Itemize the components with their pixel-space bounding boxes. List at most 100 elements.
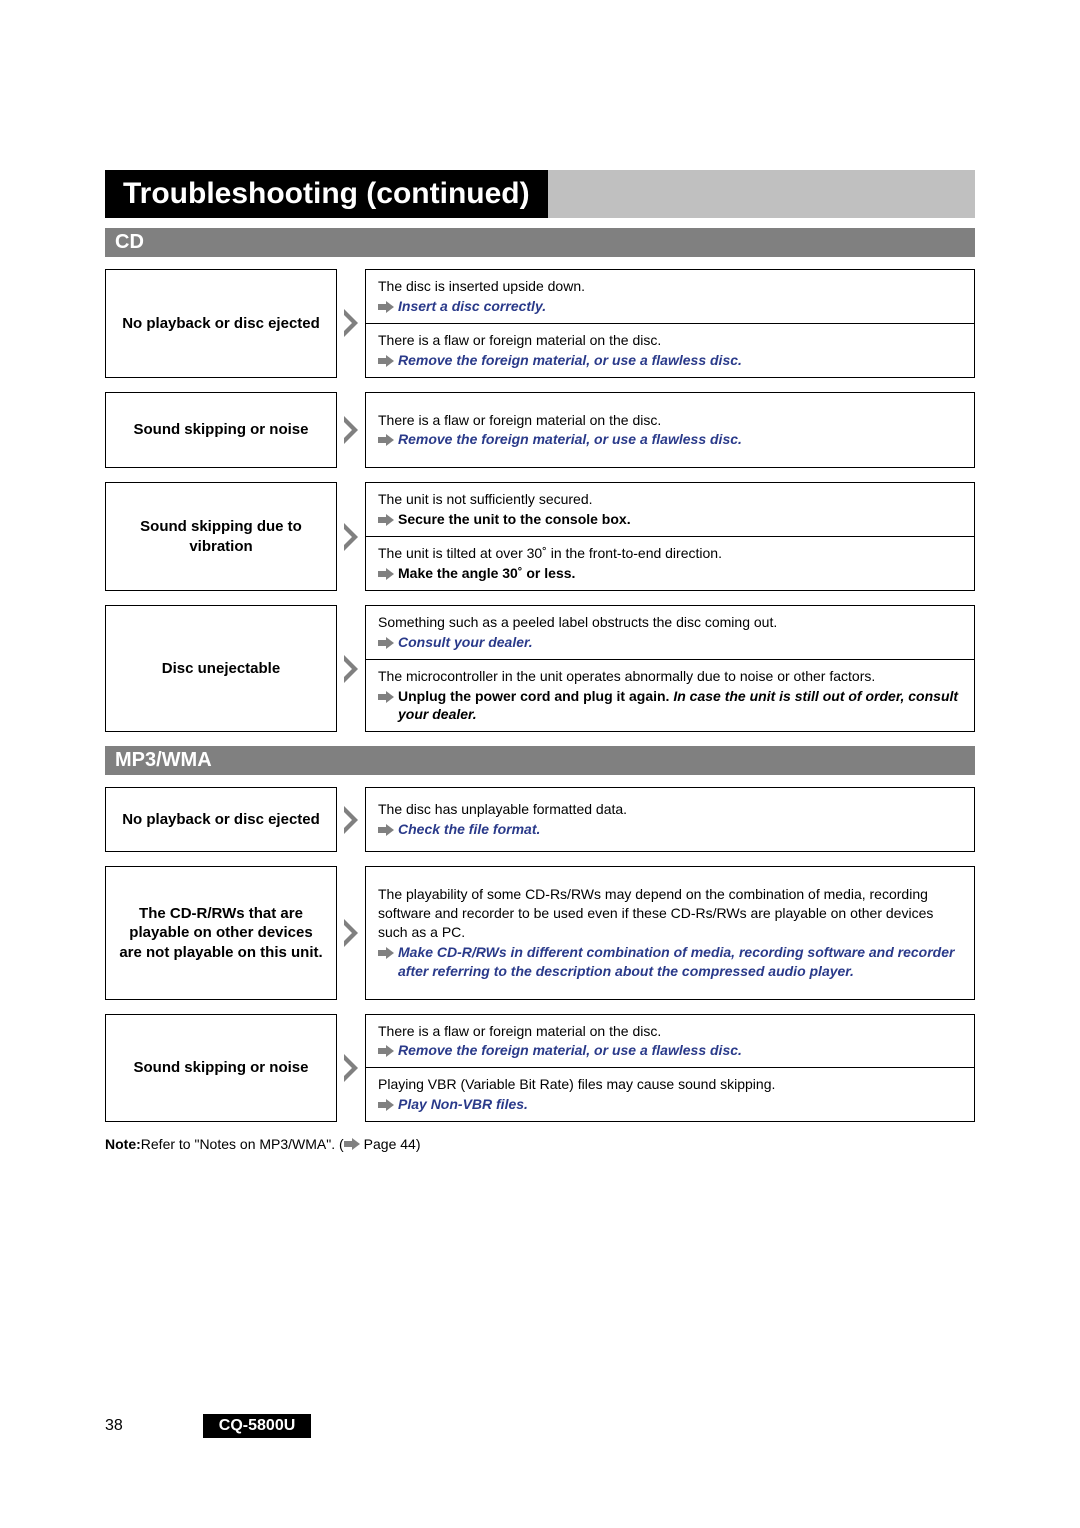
problem-cell: Disc unejectable xyxy=(105,605,337,732)
arrow-cell xyxy=(337,269,365,378)
solution-text: Unplug the power cord and plug it again.… xyxy=(398,687,962,725)
trouble-row: Sound skipping or noise There is a flaw o… xyxy=(105,392,975,469)
cause-block: The microcontroller in the unit operates… xyxy=(366,659,974,732)
cause-block: Playing VBR (Variable Bit Rate) files ma… xyxy=(366,1067,974,1121)
arrow-cell xyxy=(337,1014,365,1123)
solution-line: Check the file format. xyxy=(378,820,962,839)
solution-line: Remove the foreign material, or use a fl… xyxy=(378,351,962,370)
cause-text: The unit is not sufficiently secured. xyxy=(378,490,962,509)
trouble-row: No playback or disc ejected The disc is i… xyxy=(105,269,975,378)
solution-line: Consult your dealer. xyxy=(378,633,962,652)
solution-line: Play Non-VBR files. xyxy=(378,1095,962,1114)
cause-block: The unit is tilted at over 30˚ in the fr… xyxy=(366,536,974,590)
cause-block: There is a flaw or foreign material on t… xyxy=(366,323,974,377)
arrow-right-icon xyxy=(378,946,394,960)
arrow-cell xyxy=(337,866,365,999)
solution-line: Remove the foreign material, or use a fl… xyxy=(378,1041,962,1060)
trouble-row: The CD-R/RWs that are playable on other … xyxy=(105,866,975,999)
arrow-cell xyxy=(337,605,365,732)
solution-text: Remove the foreign material, or use a fl… xyxy=(398,430,962,449)
cause-text: The microcontroller in the unit operates… xyxy=(378,667,962,686)
solution-text: Check the file format. xyxy=(398,820,962,839)
trouble-row: No playback or disc ejected The disc has … xyxy=(105,787,975,852)
page-content: Troubleshooting (continued) CD No playbac… xyxy=(0,0,1080,1152)
solution-text: Make CD-R/RWs in different combination o… xyxy=(398,943,962,981)
arrow-right-icon xyxy=(344,1137,360,1151)
arrow-right-icon xyxy=(378,513,394,527)
cause-block: The disc has unplayable formatted data.C… xyxy=(366,788,974,851)
solution-text: Insert a disc correctly. xyxy=(398,297,962,316)
solution-text: Play Non-VBR files. xyxy=(398,1095,962,1114)
arrow-right-icon xyxy=(378,300,394,314)
section-header: MP3/WMA xyxy=(105,746,975,775)
trouble-row: Sound skipping or noise There is a flaw o… xyxy=(105,1014,975,1123)
cause-block: There is a flaw or foreign material on t… xyxy=(366,1015,974,1068)
problem-cell: Sound skipping or noise xyxy=(105,392,337,469)
page-number: 38 xyxy=(105,1417,123,1435)
causes-cell: The playability of some CD-Rs/RWs may de… xyxy=(365,866,975,999)
chevron-right-icon xyxy=(344,523,358,551)
arrow-right-icon xyxy=(378,433,394,447)
page-footer: 38 CQ-5800U xyxy=(105,1414,311,1438)
chevron-right-icon xyxy=(344,655,358,683)
cause-text: The playability of some CD-Rs/RWs may de… xyxy=(378,885,962,942)
causes-cell: There is a flaw or foreign material on t… xyxy=(365,1014,975,1123)
solution-text: Make the angle 30˚ or less. xyxy=(398,564,962,583)
arrow-right-icon xyxy=(378,1044,394,1058)
cause-text: Something such as a peeled label obstruc… xyxy=(378,613,962,632)
page-title: Troubleshooting (continued) xyxy=(105,170,548,218)
arrow-right-icon xyxy=(378,636,394,650)
solution-line: Remove the foreign material, or use a fl… xyxy=(378,430,962,449)
sections-root: CD No playback or disc ejected The disc is… xyxy=(105,228,975,1152)
causes-cell: There is a flaw or foreign material on t… xyxy=(365,392,975,469)
problem-cell: Sound skipping or noise xyxy=(105,1014,337,1123)
cause-text: There is a flaw or foreign material on t… xyxy=(378,411,962,430)
section-header: CD xyxy=(105,228,975,257)
cause-block: The disc is inserted upside down.Insert … xyxy=(366,270,974,323)
cause-block: The unit is not sufficiently secured.Sec… xyxy=(366,483,974,536)
chevron-right-icon xyxy=(344,309,358,337)
cause-text: There is a flaw or foreign material on t… xyxy=(378,1022,962,1041)
arrow-right-icon xyxy=(378,690,394,704)
arrow-right-icon xyxy=(378,354,394,368)
chevron-right-icon xyxy=(344,1054,358,1082)
arrow-right-icon xyxy=(378,1098,394,1112)
solution-line: Make CD-R/RWs in different combination o… xyxy=(378,943,962,981)
model-badge: CQ-5800U xyxy=(203,1414,311,1438)
title-bar: Troubleshooting (continued) xyxy=(105,170,975,218)
solution-line: Insert a disc correctly. xyxy=(378,297,962,316)
cause-text: Playing VBR (Variable Bit Rate) files ma… xyxy=(378,1075,962,1094)
arrow-right-icon xyxy=(378,823,394,837)
causes-cell: The unit is not sufficiently secured.Sec… xyxy=(365,482,975,591)
solution-text: Remove the foreign material, or use a fl… xyxy=(398,351,962,370)
trouble-row: Sound skipping due to vibration The unit … xyxy=(105,482,975,591)
solution-line: Make the angle 30˚ or less. xyxy=(378,564,962,583)
problem-cell: No playback or disc ejected xyxy=(105,787,337,852)
arrow-right-icon xyxy=(378,567,394,581)
solution-text: Consult your dealer. xyxy=(398,633,962,652)
arrow-cell xyxy=(337,787,365,852)
problem-cell: No playback or disc ejected xyxy=(105,269,337,378)
chevron-right-icon xyxy=(344,416,358,444)
solution-text: Secure the unit to the console box. xyxy=(398,510,962,529)
solution-line: Secure the unit to the console box. xyxy=(378,510,962,529)
cause-text: There is a flaw or foreign material on t… xyxy=(378,331,962,350)
cause-text: The disc is inserted upside down. xyxy=(378,277,962,296)
causes-cell: The disc has unplayable formatted data.C… xyxy=(365,787,975,852)
causes-cell: The disc is inserted upside down.Insert … xyxy=(365,269,975,378)
cause-text: The unit is tilted at over 30˚ in the fr… xyxy=(378,544,962,563)
problem-cell: The CD-R/RWs that are playable on other … xyxy=(105,866,337,999)
solution-text: Remove the foreign material, or use a fl… xyxy=(398,1041,962,1060)
chevron-right-icon xyxy=(344,806,358,834)
trouble-row: Disc unejectable Something such as a peel… xyxy=(105,605,975,732)
note-line: Note: Refer to "Notes on MP3/WMA". ( Pag… xyxy=(105,1136,975,1152)
cause-block: There is a flaw or foreign material on t… xyxy=(366,393,974,468)
chevron-right-icon xyxy=(344,919,358,947)
cause-block: The playability of some CD-Rs/RWs may de… xyxy=(366,867,974,998)
problem-cell: Sound skipping due to vibration xyxy=(105,482,337,591)
causes-cell: Something such as a peeled label obstruc… xyxy=(365,605,975,732)
cause-block: Something such as a peeled label obstruc… xyxy=(366,606,974,659)
cause-text: The disc has unplayable formatted data. xyxy=(378,800,962,819)
solution-line: Unplug the power cord and plug it again.… xyxy=(378,687,962,725)
arrow-cell xyxy=(337,482,365,591)
